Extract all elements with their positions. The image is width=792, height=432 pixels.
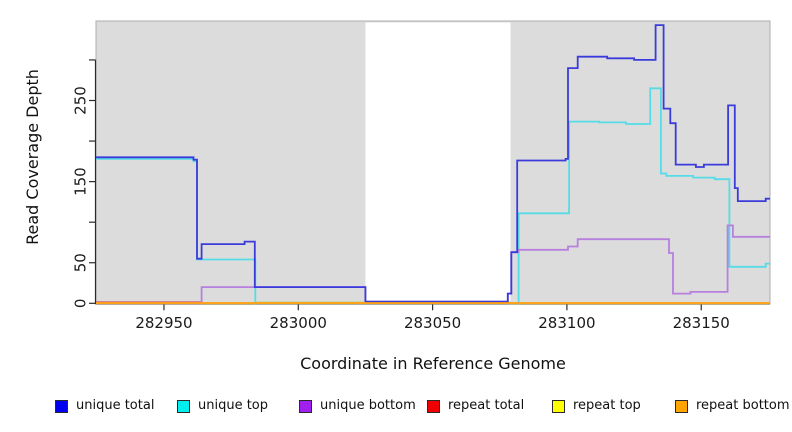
chart-legend: unique total unique top unique bottom repea…	[0, 398, 792, 418]
legend-swatch-repeat-bottom	[675, 399, 688, 413]
legend-item-repeat-total: repeat total	[427, 398, 524, 414]
coverage-plot-canvas: 282950 283000 283050 283100 283150 0 50 150 250 C…	[23, 20, 771, 373]
series-line-unique-total	[96, 24, 770, 303]
legend-label: repeat top	[573, 398, 641, 413]
y-axis-title: Read Coverage Depth	[23, 69, 42, 245]
legend-label: unique total	[76, 398, 155, 413]
legend-item-repeat-bottom: repeat bottom	[675, 398, 790, 414]
y-tick-label: 0	[72, 299, 90, 309]
y-tick-label: 150	[72, 167, 90, 196]
legend-swatch-unique-total	[55, 399, 68, 413]
legend-swatch-repeat-total	[427, 399, 440, 413]
legend-swatch-repeat-top	[552, 399, 565, 413]
legend-item-unique-total: unique total	[55, 398, 154, 414]
legend-item-repeat-top: repeat top	[552, 398, 641, 414]
series-line-unique-top	[96, 87, 770, 305]
x-tick-label: 283100	[538, 314, 595, 332]
x-axis-title: Coordinate in Reference Genome	[300, 354, 566, 373]
y-tick-label: 50	[72, 253, 90, 272]
coverage-chart: 282950 283000 283050 283100 283150 0 50 150 250 C…	[23, 20, 771, 373]
no-data-gap-region	[365, 22, 511, 304]
legend-label: unique bottom	[320, 398, 416, 413]
legend-label: repeat bottom	[696, 398, 790, 413]
y-tick-label: 250	[71, 86, 89, 115]
legend-swatch-unique-bottom	[299, 399, 312, 413]
legend-swatch-unique-top	[177, 399, 190, 413]
legend-item-unique-top: unique top	[177, 398, 268, 414]
x-tick-label: 282950	[135, 314, 192, 332]
legend-label: unique top	[198, 398, 269, 413]
x-tick-label: 283050	[404, 314, 461, 332]
legend-item-unique-bottom: unique bottom	[299, 398, 416, 414]
x-tick-label: 283000	[270, 314, 327, 332]
legend-label: repeat total	[448, 398, 525, 413]
x-tick-label: 283150	[673, 314, 730, 332]
